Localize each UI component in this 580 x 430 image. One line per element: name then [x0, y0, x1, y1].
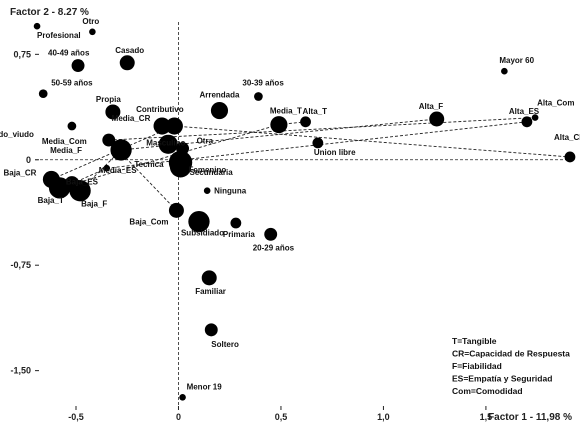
x-tick-label: 0 [176, 412, 181, 422]
point-label: Alta_CR [554, 133, 580, 142]
point-label: 40-49 años [48, 49, 90, 58]
data-point [264, 227, 278, 241]
data-point [210, 102, 229, 120]
data-point [165, 117, 183, 135]
x-tick-label: 0,5 [275, 412, 288, 422]
point-label: 30-39 años [242, 79, 284, 88]
links-layer [51, 117, 570, 211]
data-point [501, 67, 508, 75]
data-point [102, 133, 116, 147]
x-tick-label: 1,5 [480, 412, 493, 422]
data-point [168, 202, 184, 218]
y-tick-label: 0 [26, 155, 31, 165]
data-point [71, 59, 85, 73]
y-tick-label: -0,75 [10, 260, 31, 270]
point-label: Contributivo [136, 105, 184, 114]
point-label: Masculino [146, 138, 185, 147]
x-tick-label: 1,0 [377, 412, 390, 422]
link-line [59, 124, 280, 189]
data-point [158, 134, 178, 154]
point-label: Arrendada [199, 91, 240, 100]
data-point [204, 323, 218, 337]
point-label: 50-59 años [51, 79, 93, 88]
data-point [201, 270, 217, 286]
point-label: Media_F [50, 146, 82, 155]
legend-entry: Com=Comodidad [452, 386, 523, 396]
data-point [38, 89, 48, 99]
link-line [174, 125, 570, 158]
data-point [564, 151, 576, 163]
data-point [230, 217, 242, 229]
point-label: Mayor 60 [499, 56, 534, 65]
legend: T=Tangible CR=Capacidad de Respuesta F=Fia… [452, 336, 570, 396]
data-point [531, 114, 539, 121]
point-label: Alta_T [303, 107, 328, 116]
point-label: Baja_F [81, 200, 107, 209]
data-point [270, 116, 288, 134]
x-axis-title: Factor 1 - 11,98 % [488, 412, 572, 423]
point-label: Femenino [189, 166, 227, 175]
point-label: Primaria [223, 230, 256, 239]
data-point [169, 156, 192, 178]
axes-layer: -0,5 0 0,5 1,0 1,5 0,75 0 -0,75 -1,50 [10, 22, 572, 422]
data-point [188, 210, 210, 233]
y-axis-title: Factor 2 - 8.27 % [10, 7, 89, 18]
data-point [119, 55, 135, 71]
y-tick-label: -1,50 [10, 366, 31, 376]
point-label: Baja_ES [66, 178, 99, 187]
point-label: 20-29 años [253, 243, 295, 252]
point-label: Tecnica [134, 160, 164, 169]
data-point [110, 139, 132, 161]
point-label: Secundaria [190, 168, 234, 177]
point-label: Profesional [37, 31, 81, 40]
link-line [108, 117, 536, 141]
point-label: Separado_viudo [0, 130, 34, 139]
point-label: Ninguna [214, 187, 247, 196]
point-label: Media_Com [42, 137, 87, 146]
point-label: Baja_Com [129, 217, 168, 226]
point-label: Media_T [270, 107, 302, 116]
data-point [300, 116, 311, 128]
point-label: Soltero [211, 340, 239, 349]
legend-entry: ES=Empatía y Seguridad [452, 374, 552, 384]
data-point [153, 117, 171, 135]
data-point [67, 121, 77, 131]
data-point [89, 28, 96, 36]
point-label: Baja_T [38, 196, 64, 205]
legend-entry: T=Tangible [452, 336, 497, 346]
data-point [103, 164, 111, 172]
data-point [312, 137, 324, 149]
legend-entry: F=Fiabilidad [452, 361, 502, 371]
data-point [203, 187, 211, 194]
point-label: Alta_ES [509, 107, 540, 116]
data-point [254, 92, 263, 101]
data-point [429, 111, 445, 127]
point-label: Menor 19 [187, 382, 223, 391]
y-tick-label: 0,75 [13, 49, 31, 59]
point-label: Subsidiado [181, 229, 224, 238]
points-layer [33, 22, 576, 401]
point-label: Alta_F [419, 102, 444, 111]
point-label: Union libre [314, 148, 356, 157]
data-point [69, 180, 91, 202]
point-label: Propia [96, 95, 121, 104]
point-label: Casado [115, 46, 144, 55]
point-label: Familiar [195, 287, 226, 296]
data-point [33, 22, 41, 30]
point-label: Media_CR [112, 114, 151, 123]
point-label: Otro [82, 17, 99, 26]
point-label: Baja_CR [3, 168, 36, 177]
data-point [105, 104, 121, 120]
x-tick-label: -0,5 [68, 412, 84, 422]
point-label: Media_ES [99, 166, 137, 175]
data-point [521, 116, 533, 128]
data-point [48, 177, 71, 199]
point-label: Otra [197, 137, 214, 146]
point-label: Alta_Com [537, 99, 574, 108]
data-point [179, 394, 186, 401]
legend-entry: CR=Capacidad de Respuesta [452, 349, 570, 359]
